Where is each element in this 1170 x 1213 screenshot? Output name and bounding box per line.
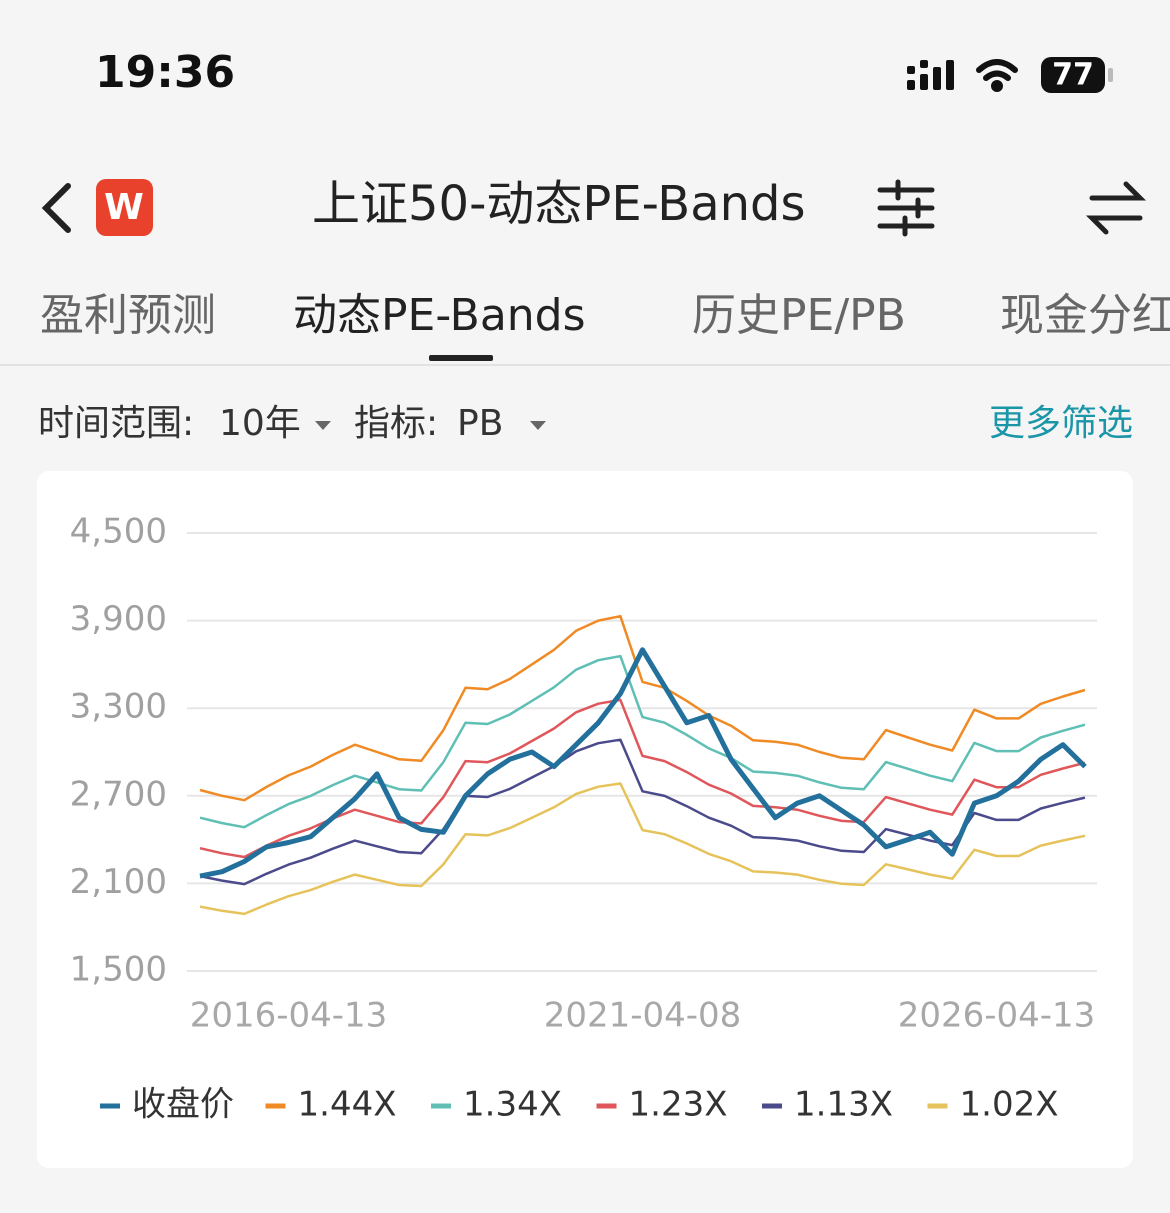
- legend-label: 1.02X: [960, 1085, 1059, 1125]
- signal-icon: [907, 60, 954, 90]
- wifi-icon: [976, 59, 1018, 92]
- legend-label: 收盘价: [132, 1085, 234, 1125]
- y-tick-label: 1,500: [70, 950, 167, 990]
- dropdown-arrow[interactable]: [530, 421, 546, 430]
- battery: [1041, 57, 1105, 93]
- band-line: [199, 654, 1086, 829]
- more-filters[interactable]: 更多筛选: [989, 403, 1133, 444]
- x-tick-label: 2016-04-13: [190, 996, 388, 1036]
- y-tick-label: 4,500: [70, 512, 167, 552]
- battery-cap: [1108, 68, 1113, 82]
- x-tick-label: 2026-04-13: [898, 996, 1096, 1036]
- y-tick-label: 2,100: [70, 862, 167, 902]
- y-tick-label: 3,900: [70, 599, 167, 639]
- tab[interactable]: 历史PE/PB: [692, 290, 906, 341]
- legend-label: 1.34X: [463, 1085, 562, 1125]
- chart: 1,500 2,100 2,700 3,300 3,900 4,500 2016-04-13…: [70, 512, 1097, 1125]
- app-icon-letter: W: [104, 187, 144, 228]
- tab[interactable]: 现金分红: [1000, 290, 1170, 341]
- status-time: 19:36: [95, 47, 235, 98]
- filter-label: 指标:: [354, 403, 438, 444]
- battery-level: 77: [1052, 58, 1094, 93]
- y-tick-label: 3,300: [70, 687, 167, 727]
- tab-active[interactable]: 动态PE-Bands: [293, 290, 586, 341]
- y-tick-label: 2,700: [70, 774, 167, 814]
- settings-icon[interactable]: [877, 179, 935, 237]
- band-line: [199, 614, 1086, 802]
- page-title: 上证50-动态PE-Bands: [312, 176, 806, 232]
- legend-label: 1.44X: [298, 1085, 397, 1125]
- filter-value[interactable]: PB: [457, 403, 503, 444]
- price-line: [199, 647, 1087, 879]
- back-button[interactable]: [41, 183, 71, 233]
- legend-label: 1.13X: [794, 1085, 893, 1125]
- app-icon: [96, 179, 153, 236]
- tab[interactable]: 盈利预测: [40, 290, 216, 341]
- band-line: [199, 782, 1086, 916]
- dropdown-arrow[interactable]: [315, 421, 331, 430]
- band-line: [199, 698, 1086, 859]
- x-tick-label: 2021-04-08: [544, 996, 742, 1036]
- filter-value[interactable]: 10年: [219, 403, 301, 444]
- filter-label: 时间范围:: [38, 403, 194, 444]
- switch-icon[interactable]: [1085, 181, 1147, 235]
- chart-card: [37, 471, 1133, 1168]
- tab-indicator: [429, 355, 493, 361]
- legend-label: 1.23X: [629, 1085, 728, 1125]
